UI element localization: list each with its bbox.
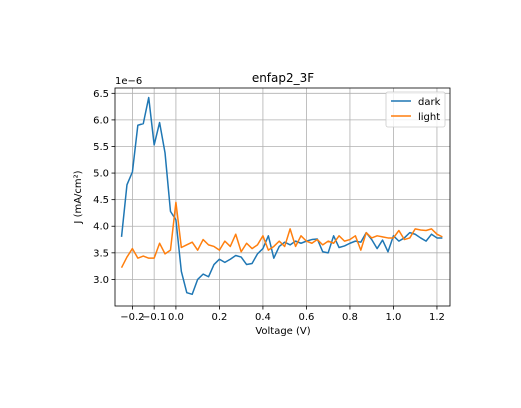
legend-label-dark: dark (418, 97, 441, 108)
series-layer (120, 96, 443, 296)
x-tick-label: 1.0 (385, 312, 401, 323)
x-tick-label: 0.0 (168, 312, 184, 323)
x-tick-label: 0.4 (255, 312, 271, 323)
y-tick-label: 6.0 (93, 115, 109, 126)
legend-label-light: light (418, 112, 440, 123)
plot-area-frame (114, 87, 451, 307)
x-tick-label: −0.1 (142, 312, 166, 323)
x-axis-label: Voltage (V) (255, 326, 310, 337)
y-tick-label: 5.0 (93, 169, 109, 180)
x-tick-label: 0.8 (342, 312, 358, 323)
grid (115, 88, 450, 306)
y-tick-label: 3.5 (93, 248, 109, 259)
y-tick-label: 4.0 (93, 222, 109, 233)
y-axis: 3.0 3.5 4.0 4.5 5.0 5.5 6.0 6.5 (93, 89, 115, 286)
series-line-light (120, 201, 443, 269)
x-tick-label: 0.6 (298, 312, 314, 323)
y-axis-offset-text: 1e−6 (115, 76, 142, 87)
y-tick-label: 3.0 (93, 275, 109, 286)
x-axis: −0.2−0.1 0.0 0.2 0.4 0.6 0.8 1.0 1.2 (120, 306, 445, 323)
legend: dark light (385, 91, 446, 128)
y-tick-label: 4.5 (93, 195, 109, 206)
y-tick-label: 6.5 (93, 89, 109, 100)
x-tick-label: 1.2 (429, 312, 445, 323)
y-tick-label: 5.5 (93, 142, 109, 153)
chart-title: enfap2_3F (252, 71, 314, 85)
x-tick-label: 0.2 (211, 312, 227, 323)
y-axis-label: J (mA/cm²) (73, 170, 84, 224)
x-tick-label: −0.2 (120, 312, 144, 323)
